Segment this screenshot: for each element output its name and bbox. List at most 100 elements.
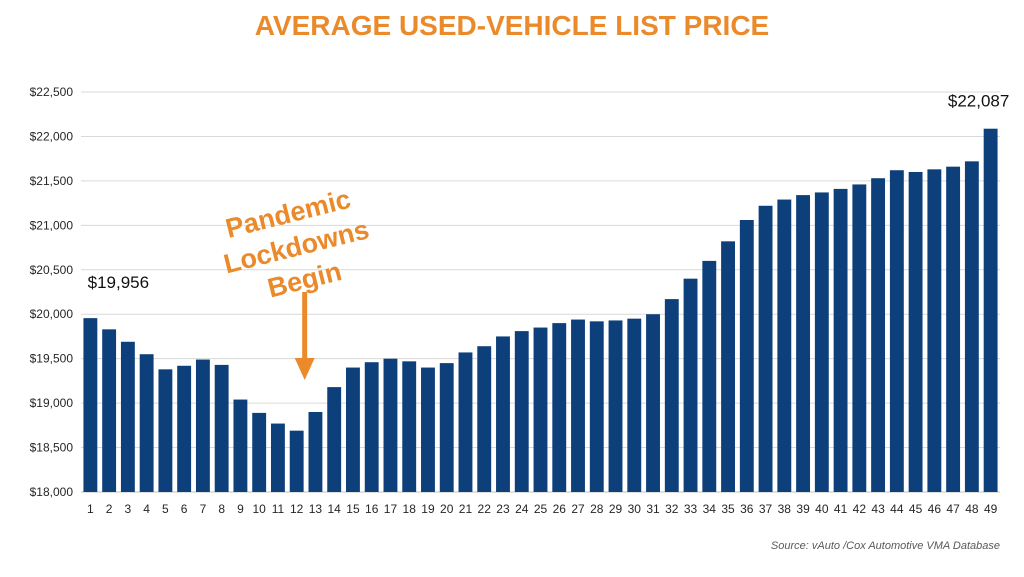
x-tick-label: 16 bbox=[365, 502, 379, 516]
x-tick-label: 29 bbox=[609, 502, 623, 516]
bar bbox=[289, 430, 304, 492]
bar bbox=[233, 399, 248, 492]
x-tick-label: 28 bbox=[590, 502, 604, 516]
bar bbox=[346, 367, 360, 492]
bar bbox=[758, 205, 773, 492]
data-label: $22,087 bbox=[948, 92, 1009, 111]
x-axis-ticks: 1 2 3 4 5 6 7 8 9 10 11 12 13 14 15 16 17 18 19 20 21 22 23 24 2… bbox=[87, 502, 998, 516]
bar bbox=[102, 329, 117, 492]
bar bbox=[608, 320, 623, 492]
x-tick-label: 18 bbox=[403, 502, 417, 516]
x-tick-label: 10 bbox=[252, 502, 266, 516]
x-tick-label: 43 bbox=[871, 502, 885, 516]
bar bbox=[702, 260, 717, 492]
x-tick-label: 12 bbox=[290, 502, 304, 516]
x-tick-label: 34 bbox=[703, 502, 717, 516]
y-tick-label: $22,500 bbox=[30, 85, 74, 99]
x-tick-label: 11 bbox=[272, 502, 285, 516]
data-labels: $19,956 $22,087 bbox=[88, 92, 1010, 292]
bar bbox=[214, 364, 229, 492]
bar bbox=[195, 359, 210, 492]
x-tick-label: 24 bbox=[515, 502, 529, 516]
bar bbox=[139, 354, 154, 492]
bar bbox=[946, 166, 961, 492]
x-tick-label: 35 bbox=[721, 502, 735, 516]
data-label: $19,956 bbox=[88, 273, 149, 292]
bar bbox=[533, 327, 548, 492]
x-tick-label: 27 bbox=[571, 502, 585, 516]
bar bbox=[270, 423, 285, 492]
bar bbox=[120, 341, 135, 492]
bar bbox=[589, 321, 604, 492]
bars bbox=[83, 128, 998, 493]
bar bbox=[364, 362, 379, 492]
x-tick-label: 39 bbox=[796, 502, 810, 516]
x-tick-label: 13 bbox=[309, 502, 323, 516]
y-tick-label: $22,000 bbox=[30, 129, 74, 143]
x-tick-label: 31 bbox=[646, 502, 660, 516]
x-tick-label: 9 bbox=[237, 502, 244, 516]
x-tick-label: 3 bbox=[125, 502, 132, 516]
bar bbox=[852, 184, 867, 492]
bar bbox=[664, 299, 679, 492]
bar bbox=[477, 346, 492, 492]
x-tick-label: 36 bbox=[740, 502, 754, 516]
bar bbox=[458, 352, 473, 492]
bar bbox=[964, 161, 979, 493]
y-tick-label: $20,000 bbox=[30, 307, 74, 321]
x-tick-label: 6 bbox=[181, 502, 188, 516]
x-tick-label: 26 bbox=[553, 502, 567, 516]
x-tick-label: 32 bbox=[665, 502, 679, 516]
bar bbox=[739, 220, 754, 492]
bar bbox=[683, 278, 698, 492]
bar bbox=[496, 336, 510, 492]
x-tick-label: 22 bbox=[478, 502, 492, 516]
bar bbox=[646, 314, 660, 492]
x-tick-label: 33 bbox=[684, 502, 698, 516]
bar bbox=[514, 331, 529, 492]
x-tick-label: 48 bbox=[965, 502, 979, 516]
y-tick-label: $20,500 bbox=[30, 263, 74, 277]
x-tick-label: 41 bbox=[834, 502, 848, 516]
x-tick-label: 44 bbox=[890, 502, 904, 516]
bar bbox=[552, 323, 567, 492]
bar bbox=[908, 172, 923, 492]
x-tick-label: 38 bbox=[778, 502, 792, 516]
bar bbox=[83, 318, 98, 492]
y-tick-label: $19,000 bbox=[30, 396, 74, 410]
bar bbox=[571, 319, 585, 492]
y-tick-label: $18,000 bbox=[30, 485, 74, 499]
x-tick-label: 7 bbox=[200, 502, 207, 516]
x-tick-label: 49 bbox=[984, 502, 998, 516]
bar bbox=[327, 387, 342, 492]
bar bbox=[158, 369, 173, 492]
x-tick-label: 40 bbox=[815, 502, 829, 516]
x-tick-label: 8 bbox=[218, 502, 225, 516]
x-tick-label: 14 bbox=[328, 502, 342, 516]
y-tick-label: $19,500 bbox=[30, 352, 74, 366]
bar bbox=[814, 192, 829, 492]
x-tick-label: 20 bbox=[440, 502, 454, 516]
x-tick-label: 15 bbox=[346, 502, 360, 516]
x-tick-label: 30 bbox=[628, 502, 642, 516]
bar bbox=[177, 365, 192, 492]
y-tick-label: $21,500 bbox=[30, 174, 74, 188]
bar bbox=[627, 318, 642, 492]
bar bbox=[777, 199, 792, 493]
source-note: Source: vAuto /Cox Automotive VMA Databa… bbox=[770, 540, 1000, 552]
y-axis-ticks: $18,000 $18,500 $19,000 $19,500 $20,000 $20,5… bbox=[30, 85, 74, 499]
x-tick-label: 17 bbox=[384, 502, 398, 516]
bar bbox=[383, 358, 398, 492]
bar bbox=[871, 178, 886, 492]
x-tick-label: 25 bbox=[534, 502, 548, 516]
chart-title: AVERAGE USED-VEHICLE LIST PRICE bbox=[254, 10, 770, 41]
bar bbox=[721, 241, 735, 492]
bar bbox=[927, 169, 942, 493]
bar bbox=[833, 188, 848, 492]
y-tick-label: $21,000 bbox=[30, 218, 74, 232]
bar bbox=[421, 367, 435, 492]
annotation-arrow-head bbox=[294, 358, 315, 380]
